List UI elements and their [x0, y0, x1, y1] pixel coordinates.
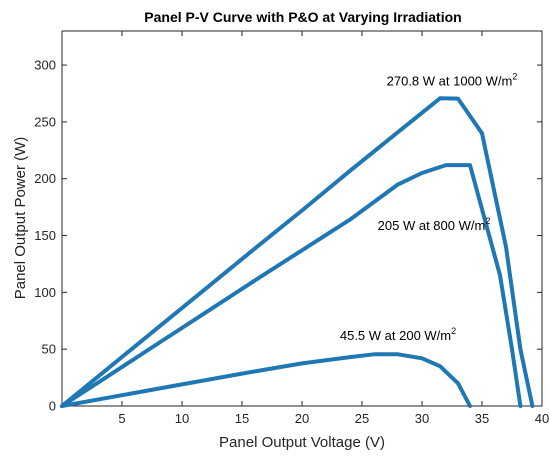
y-tick-label: 0	[49, 399, 56, 414]
series-line-0	[60, 96, 535, 408]
series-line-2	[60, 352, 472, 408]
x-tick-label: 5	[118, 411, 125, 426]
y-axis-ticks: 0 50 100 150 200 250 300	[34, 58, 542, 414]
y-tick-label: 100	[34, 285, 56, 300]
annotation-superscript: 2	[485, 216, 490, 226]
plot-area	[61, 30, 543, 407]
annotation-text: 45.5 W at 200 W/m	[340, 328, 451, 343]
series-annotation-2: 45.5 W at 200 W/m2	[340, 326, 456, 343]
series-annotation-0: 270.8 W at 1000 W/m2	[387, 72, 518, 89]
x-tick-label: 25	[355, 411, 369, 426]
x-tick-label: 10	[175, 411, 189, 426]
x-axis-ticks: 5 10 15 20 25 30 35 40	[118, 31, 549, 426]
series-lines	[60, 96, 535, 408]
x-tick-label: 15	[235, 411, 249, 426]
x-tick-label: 35	[475, 411, 489, 426]
x-axis-label: Panel Output Voltage (V)	[219, 434, 385, 451]
x-tick-label: 30	[415, 411, 429, 426]
y-tick-label: 150	[34, 228, 56, 243]
y-axis-label: Panel Output Power (W)	[12, 137, 29, 300]
y-tick-label: 300	[34, 58, 56, 73]
x-tick-label: 20	[295, 411, 309, 426]
annotation-text: 270.8 W at 1000 W/m	[387, 74, 513, 89]
y-tick-label: 50	[42, 342, 56, 357]
annotation-superscript: 2	[512, 72, 517, 82]
y-tick-label: 200	[34, 171, 56, 186]
chart-title: Panel P-V Curve with P&O at Varying Irra…	[144, 9, 461, 25]
annotation-text: 205 W at 800 W/m	[378, 218, 486, 233]
y-tick-label: 250	[34, 114, 56, 129]
series-line-1	[60, 163, 523, 408]
x-tick-label: 40	[535, 411, 549, 426]
series-annotation-1: 205 W at 800 W/m2	[378, 216, 491, 233]
annotation-superscript: 2	[451, 326, 456, 336]
